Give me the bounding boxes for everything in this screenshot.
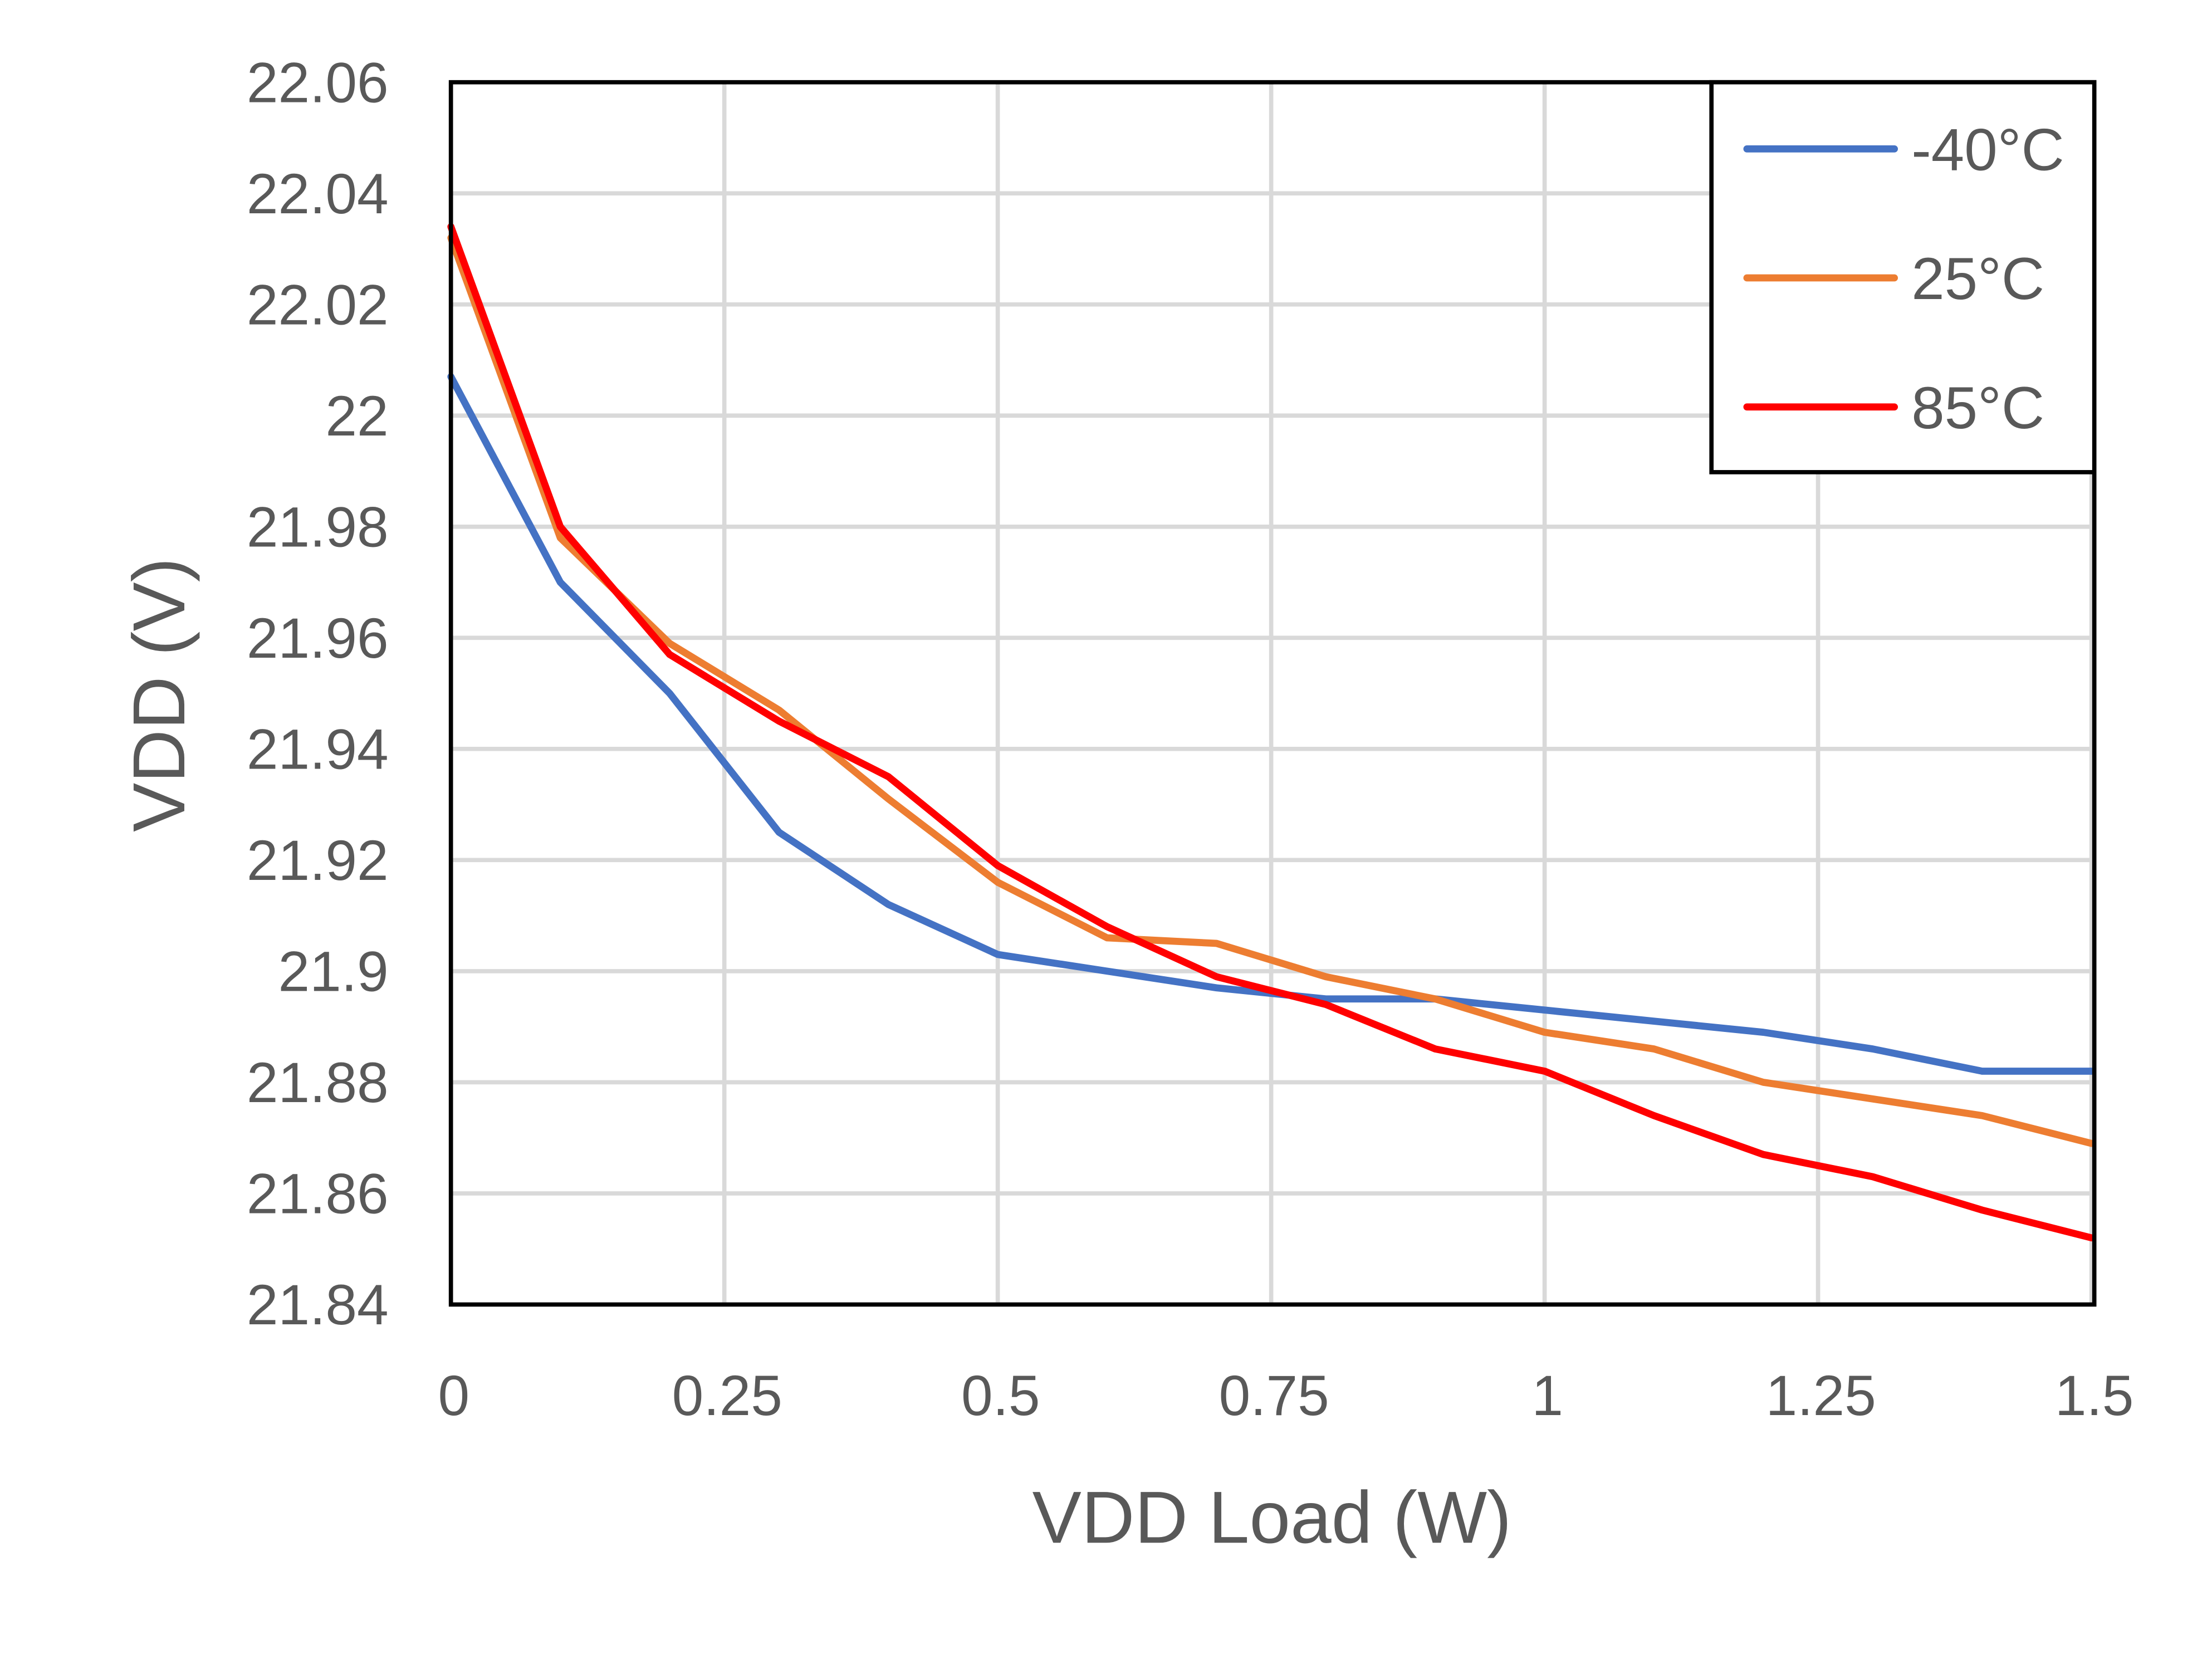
x-tick-label: 0.5 <box>961 1364 1040 1427</box>
x-tick-label: 0.25 <box>672 1364 782 1427</box>
plot-border <box>448 80 2097 1307</box>
y-tick-label: 21.92 <box>247 829 389 892</box>
y-axis-title: VDD (V) <box>118 557 200 832</box>
y-tick-label: 22.04 <box>247 162 389 226</box>
y-tick-label: 21.86 <box>247 1162 389 1226</box>
y-tick-labels: 21.84 21.86 21.88 21.9 21.92 21.94 21.96 21.98 2… <box>247 51 389 1337</box>
y-tick-label: 21.94 <box>247 717 389 781</box>
y-tick-label: 21.96 <box>247 606 389 670</box>
legend-label: -40°C <box>1911 116 2064 183</box>
x-tick-labels: 0 0.25 0.5 0.75 1 1.25 1.5 <box>438 1364 2133 1427</box>
y-tick-label: 21.84 <box>247 1273 389 1337</box>
y-tick-label: 22 <box>325 384 388 448</box>
x-tick-label: 0 <box>438 1364 469 1427</box>
legend-label: 25°C <box>1911 245 2044 312</box>
x-axis-title: VDD Load (W) <box>1032 1476 1512 1559</box>
y-tick-label: 21.98 <box>247 495 389 559</box>
y-tick-label: 21.88 <box>247 1051 389 1114</box>
y-tick-label: 21.9 <box>278 940 388 1004</box>
y-tick-label: 22.02 <box>247 273 389 336</box>
series-line-2 <box>447 223 2095 1242</box>
legend: -40°C 25°C 85°C <box>1709 80 2097 474</box>
x-tick-label: 1 <box>1531 1364 1563 1427</box>
series-line-1 <box>447 234 2095 1147</box>
series-lines <box>447 223 2095 1242</box>
legend-label: 85°C <box>1911 374 2044 441</box>
y-tick-label: 22.06 <box>247 51 389 114</box>
x-tick-label: 0.75 <box>1219 1364 1329 1427</box>
x-tick-label: 1.25 <box>1766 1364 1876 1427</box>
x-tick-label: 1.5 <box>2055 1364 2134 1427</box>
